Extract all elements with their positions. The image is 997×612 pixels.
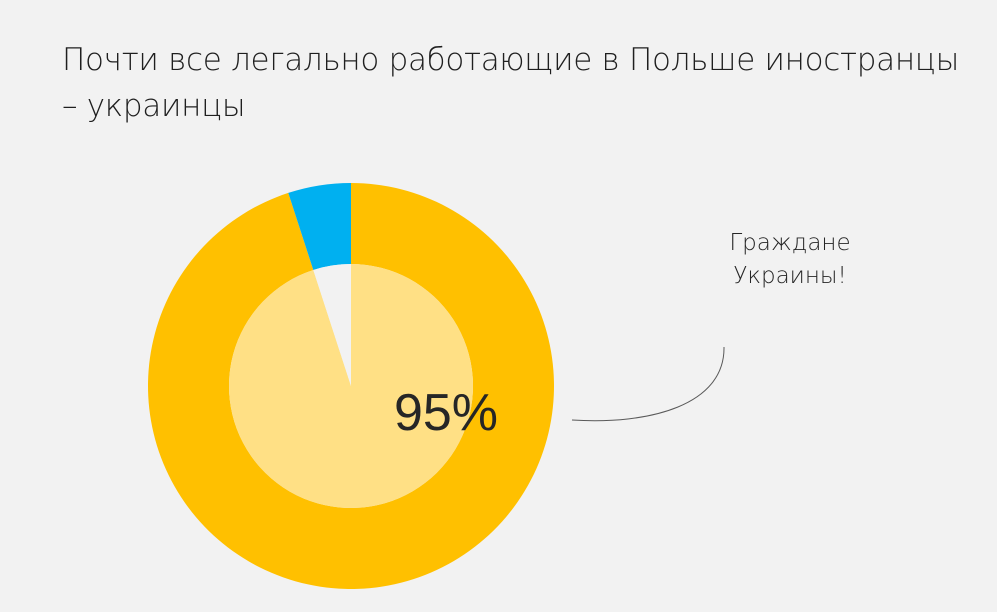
inner-pie-slice-2 xyxy=(313,264,351,386)
callout-label: Граждане Украины! xyxy=(690,227,890,293)
percentage-label: 95% xyxy=(394,384,498,442)
outer-ring-slice-2 xyxy=(288,183,351,270)
outer-ring-slice-1 xyxy=(148,183,555,589)
inner-pie-slice-1 xyxy=(228,264,473,508)
outer-ring xyxy=(148,183,555,589)
callout-line-2: Украины! xyxy=(733,263,847,289)
page-title: Почти все легально работающие в Польше и… xyxy=(62,42,960,124)
callout-leader-line xyxy=(571,346,725,422)
inner-pie xyxy=(228,264,473,508)
callout-line-1: Граждане xyxy=(729,230,851,256)
